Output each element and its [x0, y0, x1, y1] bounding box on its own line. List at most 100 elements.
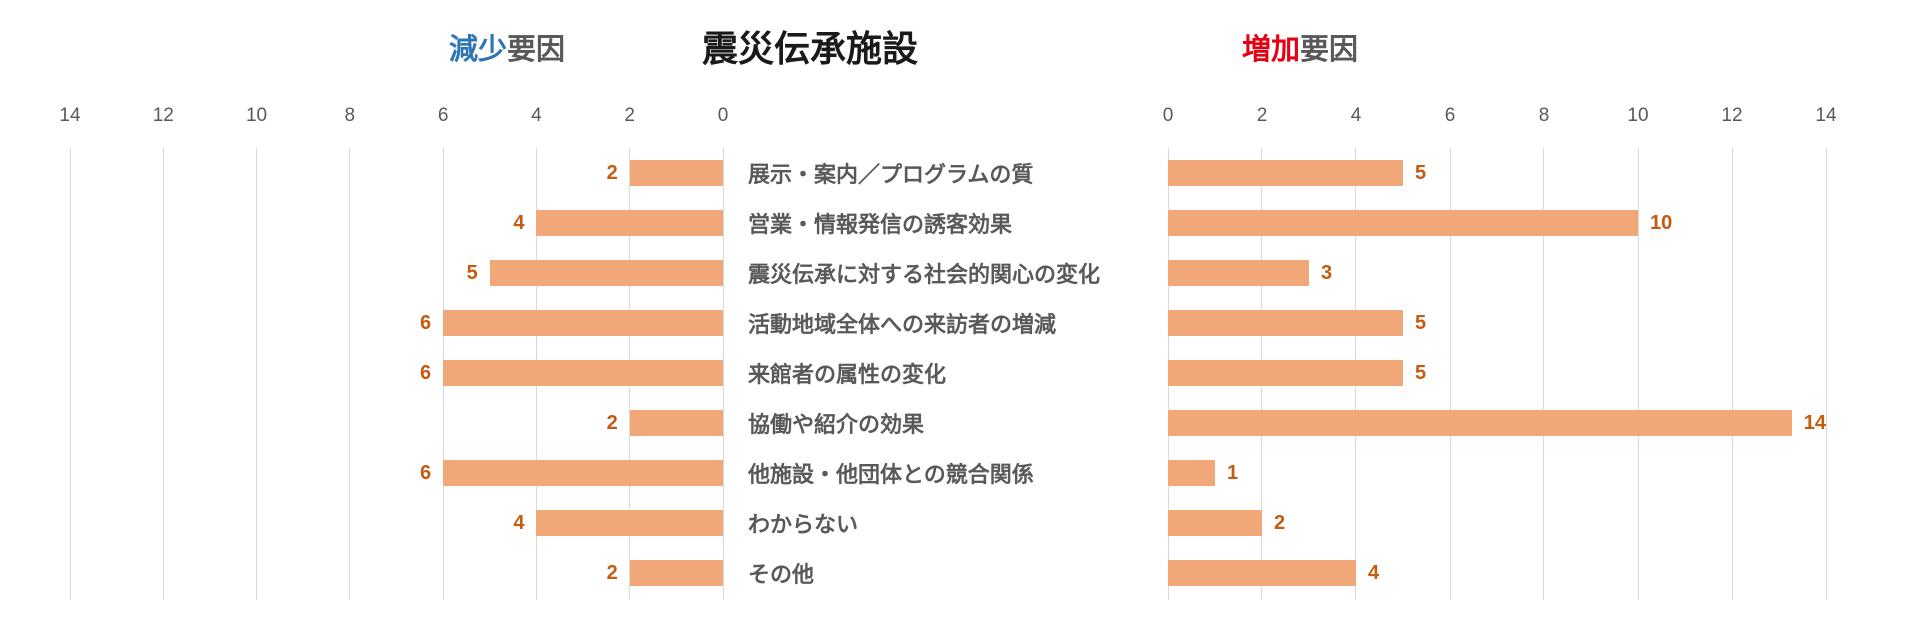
axis-tick-label: 8: [1538, 105, 1550, 126]
axis-tick-label: 6: [1444, 105, 1456, 126]
left-axis-ticks: 14 12 10 8 6 4 2 0: [59, 103, 728, 129]
decrease-header-rest: 要因: [507, 34, 566, 66]
increase-bar-row: 10: [1168, 198, 1826, 248]
category-label: 来館者の属性の変化: [748, 362, 947, 387]
decrease-header: 減少要因: [449, 26, 565, 68]
increase-bar-row: 14: [1168, 398, 1826, 448]
category-label: 活動地域全体への来訪者の増減: [748, 312, 1057, 337]
category-label: 展示・案内／プログラムの質: [748, 162, 1034, 187]
decrease-bar: [629, 560, 723, 586]
increase-bar: [1168, 510, 1262, 536]
increase-bar: [1168, 410, 1792, 436]
increase-value-label: 5: [1415, 161, 1427, 184]
axis-tick-label: 10: [1627, 105, 1649, 126]
gridline: [162, 148, 164, 600]
increase-value-label: 5: [1415, 361, 1427, 384]
axis-tick-label: 8: [344, 105, 356, 126]
decrease-value-label: 6: [420, 311, 432, 334]
increase-header-colored: 増加: [1241, 34, 1300, 66]
chart-title: 震災伝承施設: [701, 28, 919, 69]
category-label: 営業・情報発信の誘客効果: [748, 212, 1013, 237]
decrease-bar: [443, 360, 723, 386]
decrease-bar: [489, 260, 723, 286]
axis-tick-label: 0: [1162, 105, 1174, 126]
category-label: 協働や紹介の効果: [748, 412, 925, 437]
axis-tick-label: 6: [437, 105, 449, 126]
increase-bar-row: 2: [1168, 498, 1826, 548]
increase-bar: [1168, 460, 1215, 486]
increase-header-rest: 要因: [1300, 34, 1359, 66]
increase-bar-row: 1: [1168, 448, 1826, 498]
decrease-value-label: 2: [606, 411, 618, 434]
decrease-value-label: 4: [513, 211, 525, 234]
increase-bar: [1168, 360, 1403, 386]
axis-tick-label: 14: [59, 105, 81, 126]
gridline: [69, 148, 71, 600]
decrease-value-label: 6: [420, 461, 432, 484]
increase-plot-area: 5 10 3 5 5 14 1 2 4: [1167, 148, 1827, 600]
gridline: [256, 148, 258, 600]
decrease-bar: [536, 510, 723, 536]
decrease-value-label: 2: [606, 561, 618, 584]
gridline: [1731, 148, 1733, 600]
increase-bar: [1168, 560, 1356, 586]
decrease-bar-row: 4: [70, 498, 723, 548]
axis-tick-label: 10: [245, 105, 268, 126]
gridline: [1543, 148, 1545, 600]
gridline: [442, 148, 444, 600]
category-label: 他施設・他団体との競合関係: [748, 462, 1034, 487]
decrease-value-label: 6: [420, 361, 432, 384]
increase-bar: [1168, 210, 1638, 236]
increase-value-label: 2: [1274, 511, 1286, 534]
decrease-bar-row: 5: [70, 248, 723, 298]
decrease-header-colored: 減少: [448, 34, 507, 66]
gridline: [1449, 148, 1451, 600]
increase-bar: [1168, 260, 1309, 286]
axis-tick-label: 12: [1721, 105, 1743, 126]
increase-bar-row: 5: [1168, 348, 1826, 398]
increase-value-label: 4: [1368, 561, 1380, 584]
gridline: [349, 148, 351, 600]
decrease-value-label: 4: [513, 511, 525, 534]
increase-bar-row: 4: [1168, 548, 1826, 598]
axis-tick-label: 2: [1256, 105, 1268, 126]
category-label: その他: [748, 562, 815, 587]
decrease-plot-area: 2 4 5 6 6 2 6 4 2: [69, 148, 724, 600]
axis-tick-label: 2: [624, 105, 635, 126]
axis-tick-label: 4: [531, 105, 542, 126]
increase-bar: [1168, 310, 1403, 336]
right-axis-ticks: 0 2 4 6 8 10 12 14: [1163, 103, 1837, 129]
increase-value-label: 1: [1227, 461, 1239, 484]
increase-bar: [1168, 160, 1403, 186]
gridline: [1825, 148, 1827, 600]
gridline: [1637, 148, 1639, 600]
decrease-bar-row: 2: [70, 548, 723, 598]
decrease-bar-row: 4: [70, 198, 723, 248]
decrease-bar: [629, 410, 723, 436]
decrease-bar: [629, 160, 723, 186]
increase-bar-row: 3: [1168, 248, 1826, 298]
decrease-bar: [443, 460, 723, 486]
increase-bar-row: 5: [1168, 298, 1826, 348]
decrease-bar-row: 6: [70, 298, 723, 348]
increase-value-label: 10: [1650, 211, 1673, 234]
decrease-bar: [443, 310, 723, 336]
category-label: わからない: [748, 512, 859, 537]
category-label-column: 展示・案内／プログラムの質 営業・情報発信の誘客効果震災伝承に対する社会的関心の変…: [748, 148, 1158, 598]
axis-tick-label: 0: [717, 105, 729, 126]
axis-tick-label: 14: [1815, 105, 1837, 126]
decrease-value-label: 5: [466, 261, 478, 284]
increase-value-label: 5: [1415, 311, 1427, 334]
decrease-bar-row: 6: [70, 448, 723, 498]
increase-value-label: 3: [1321, 261, 1333, 284]
decrease-bar: [536, 210, 723, 236]
gridline: [722, 148, 724, 600]
increase-bar-row: 5: [1168, 148, 1826, 198]
decrease-bar-row: 6: [70, 348, 723, 398]
axis-tick-label: 4: [1350, 105, 1362, 126]
axis-tick-label: 12: [152, 105, 174, 126]
increase-header: 増加要因: [1242, 26, 1358, 68]
increase-value-label: 14: [1803, 411, 1826, 434]
category-label: 震災伝承に対する社会的関心の変化: [748, 262, 1101, 287]
decrease-bar-row: 2: [70, 398, 723, 448]
